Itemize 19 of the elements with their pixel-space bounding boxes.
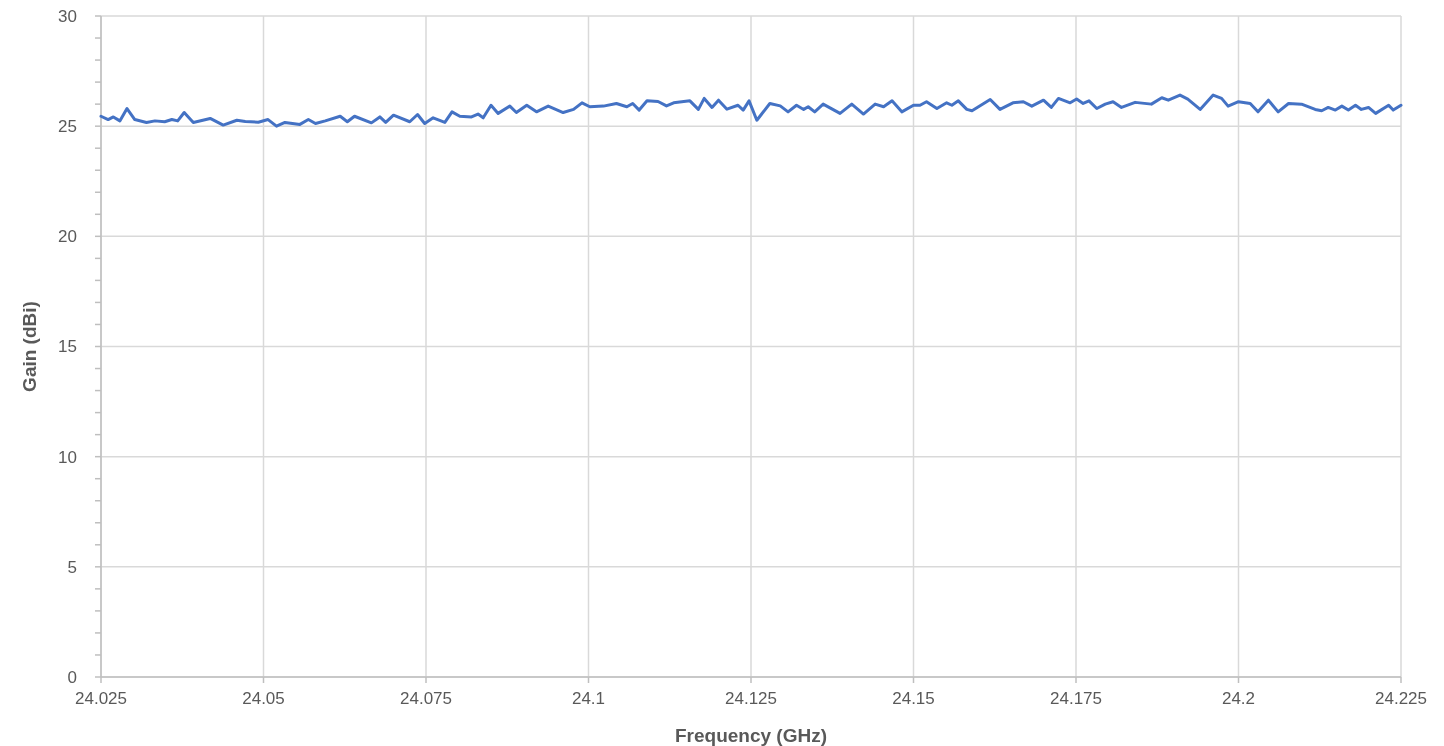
x-tick-label: 24.025 [75, 689, 127, 708]
x-axis-title: Frequency (GHz) [674, 725, 828, 746]
y-tick-label: 20 [58, 227, 77, 247]
y-tick-label: 5 [67, 557, 77, 577]
y-tick-label: 10 [58, 447, 77, 467]
y-axis-title: Gain (dBi) [19, 301, 40, 392]
x-tick-label: 24.175 [1050, 689, 1102, 708]
x-tick-label: 24.225 [1375, 689, 1427, 708]
x-tick-label: 24.2 [1221, 689, 1256, 708]
x-tick-label: 24.1 [571, 689, 606, 708]
y-tick-label: 25 [58, 117, 77, 137]
x-tick-label: 24.05 [242, 689, 285, 708]
y-tick-label: 0 [67, 667, 77, 687]
line-series [99, 93, 1403, 128]
y-tick-label: 15 [58, 337, 77, 357]
y-tick-label: 30 [58, 6, 77, 26]
x-tick-label: 24.075 [400, 689, 452, 708]
x-tick-label: 24.125 [725, 689, 777, 708]
x-tick-label: 24.15 [892, 689, 935, 708]
